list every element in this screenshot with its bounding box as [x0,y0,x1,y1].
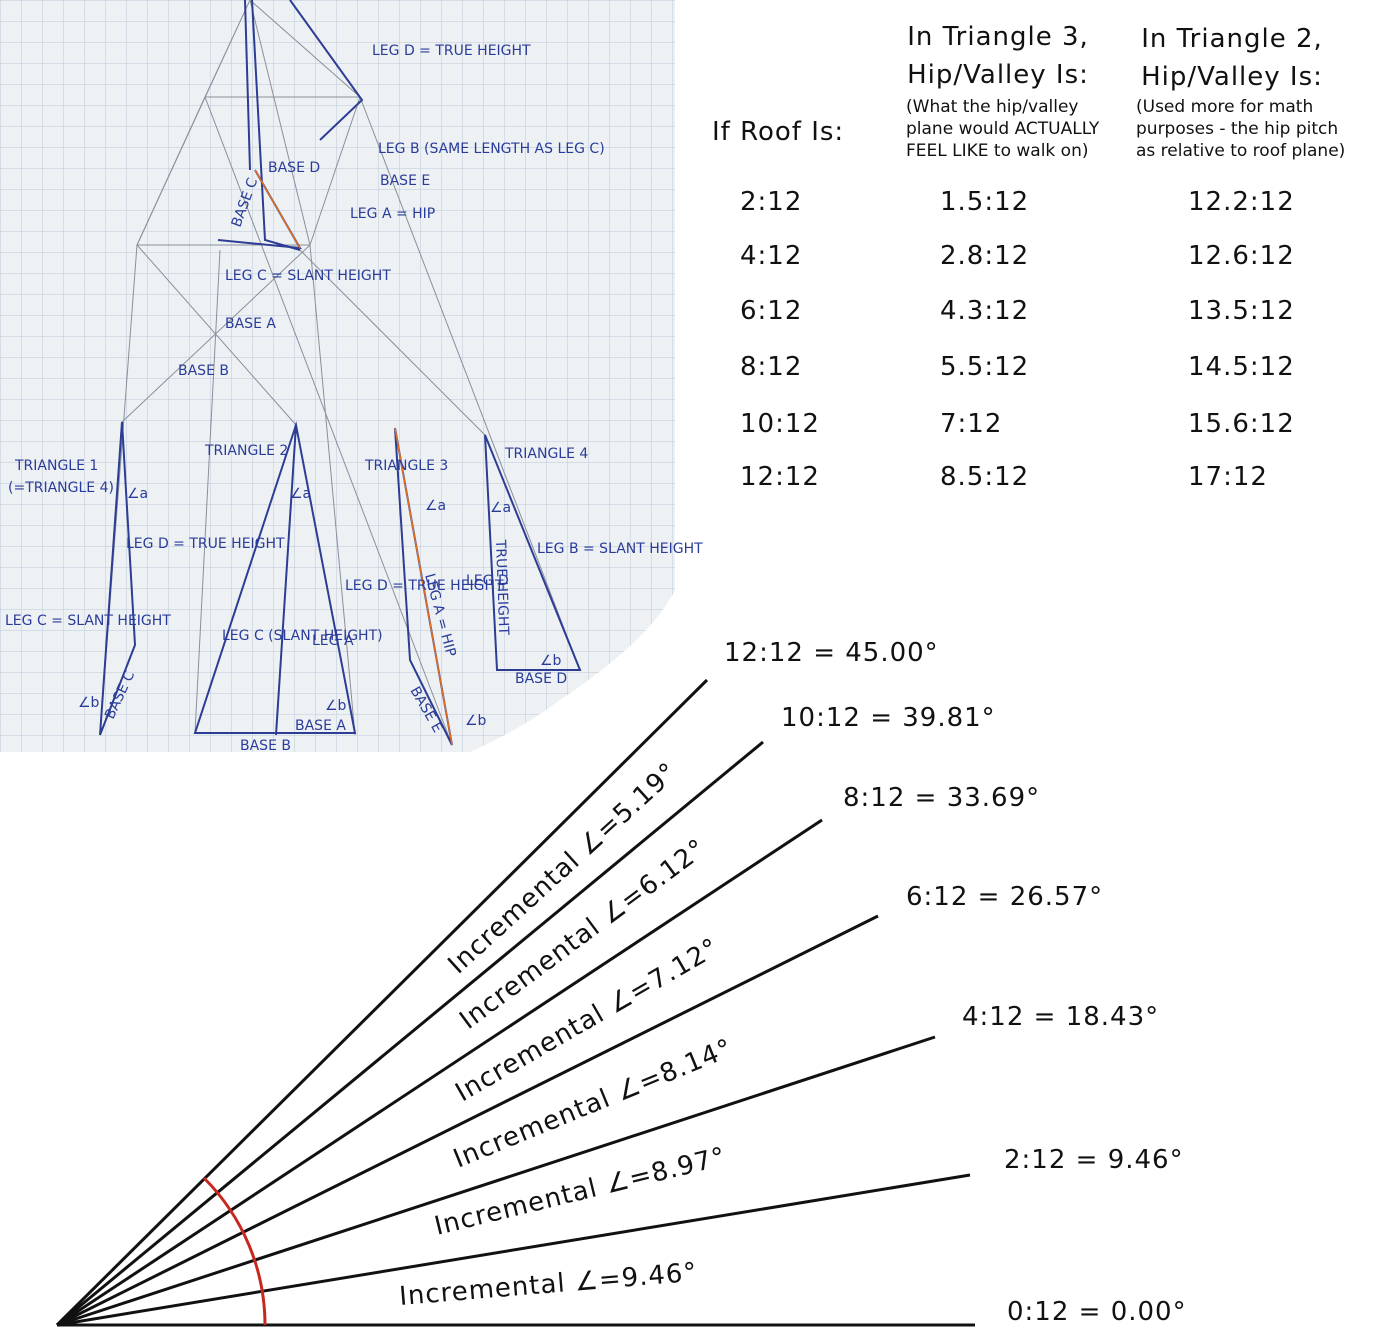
angle-label: 4:12 = 18.43° [962,1002,1159,1032]
sketch-label: LEG B = SLANT HEIGHT [537,541,703,557]
table-cell: 15.6:12 [1188,409,1295,439]
table-cell: 12:12 [740,462,820,492]
angle-labels: 12:12 = 45.00° 10:12 = 39.81° 8:12 = 33.69… [398,638,1187,1327]
sketch-label: ∠b [540,653,562,669]
angle-label: 12:12 = 45.00° [724,638,939,668]
sketch-label: LEG A = HIP [350,206,435,222]
sketch-label: ∠b [78,695,100,711]
angle-label: 10:12 = 39.81° [781,703,996,733]
sketch-hip [254,169,453,746]
sketch-label: ∠b [325,698,347,714]
sketch-label: BASE E [380,173,430,189]
table-cell: 12.6:12 [1188,241,1295,271]
table-cell: 8.5:12 [940,462,1029,492]
angle-diagram [55,678,975,1327]
table-note: plane would ACTUALLY [906,119,1100,139]
angle-arc [202,1176,267,1326]
table-cell: 8:12 [740,352,802,382]
sketch-label: ∠a [425,498,446,514]
sketch-label: TRIANGLE 3 [364,458,448,474]
table-cell: 7:12 [940,409,1002,439]
sketch-label: BASE A [295,718,346,734]
sketch-label: ∠a [290,486,311,502]
table-note: purposes - the hip pitch [1136,119,1338,139]
table-cell: 17:12 [1188,462,1268,492]
sketch-label: LEG C (SLANT HEIGHT) [222,628,383,644]
sketch-label: LEG A [312,633,354,649]
sketch-label: BASE B [240,738,291,754]
angle-line [56,818,823,1327]
sketch-lines [99,0,581,746]
table-note: FEEL LIKE to walk on) [906,141,1088,161]
table-header: Hip/Valley Is: [1141,62,1323,92]
table-cell: 1.5:12 [940,187,1029,217]
table-header: If Roof Is: [712,117,844,147]
sketch-label: LEG C = SLANT HEIGHT [225,268,391,284]
table-header: In Triangle 2, [1141,24,1323,54]
paper-grid [0,0,675,752]
table-cell: 10:12 [740,409,820,439]
sketch: LEG D = TRUE HEIGHT LEG B (SAME LENGTH A… [0,0,703,754]
sketch-label: BASE A [225,316,276,332]
sketch-label: ∠a [490,500,511,516]
table-note: (What the hip/valley [906,97,1078,117]
sketch-ink [99,0,582,746]
sketch-label: TRIANGLE 1 [14,458,98,474]
sketch-label: ∠a [127,486,148,502]
table: If Roof Is: In Triangle 3, Hip/Valley Is: I… [712,22,1345,492]
sketch-label: LEG B (SAME LENGTH AS LEG C) [378,141,605,157]
sketch-label: LEG D = TRUE HEIGHT [372,43,531,59]
table-cell: 2.8:12 [940,241,1029,271]
angle-line [55,678,709,1327]
sketch-label: BASE D [515,671,567,687]
angle-line [56,1173,971,1327]
sketch-label: BASE D [268,160,320,176]
angle-label: 2:12 = 9.46° [1004,1145,1184,1175]
sketch-label: ∠b [465,713,487,729]
table-header: In Triangle 3, [907,22,1089,52]
table-cell: 4:12 [740,241,802,271]
table-cell: 4.3:12 [940,296,1029,326]
sketch-label: TRIANGLE 2 [204,443,288,459]
table-cell: 6:12 [740,296,802,326]
table-header: Hip/Valley Is: [907,60,1089,90]
sketch-label: (=TRIANGLE 4) [8,480,114,496]
table-cell: 2:12 [740,187,802,217]
sketch-label: LEG D = TRUE HEIGHT [345,578,504,594]
sketch-label: BASE B [178,363,229,379]
table-cell: 12.2:12 [1188,187,1295,217]
angle-label: 8:12 = 33.69° [843,783,1040,813]
sketch-label: TRIANGLE 4 [504,446,588,462]
angle-line [56,1035,936,1327]
sketch-label: TRUE HEIGHT [492,539,511,636]
sketch-label: LEG D = TRUE HEIGHT [126,536,285,552]
angle-label: 0:12 = 0.00° [1007,1297,1187,1327]
sketch-label: LEG D [466,573,509,589]
angle-line [56,740,764,1327]
angle-label: 6:12 = 26.57° [906,882,1103,912]
sketch-label: LEG C = SLANT HEIGHT [5,613,171,629]
table-note: as relative to roof plane) [1136,141,1345,161]
table-cell: 5.5:12 [940,352,1029,382]
table-cell: 14.5:12 [1188,352,1295,382]
table-note: (Used more for math [1136,97,1313,117]
angle-line [56,914,879,1327]
increment-label: Incremental ∠=9.46° [398,1258,698,1312]
table-cell: 13.5:12 [1188,296,1295,326]
